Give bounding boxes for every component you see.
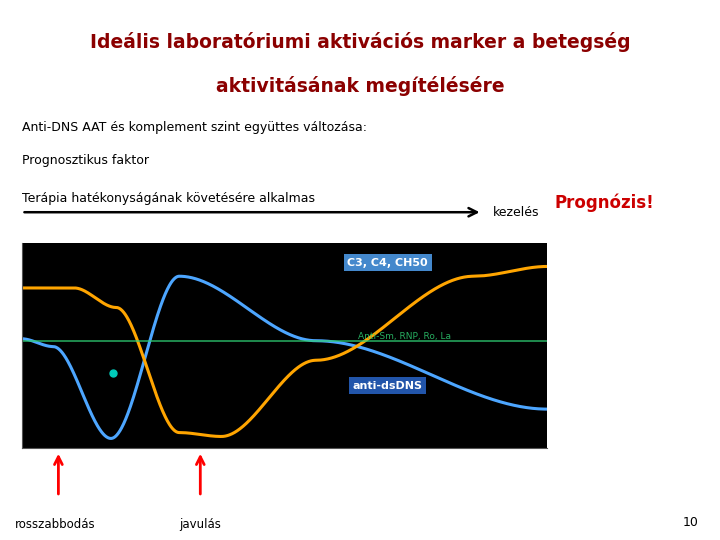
Text: rosszabbodás: rosszabbodás [14, 518, 95, 531]
Text: Anti-Sm, RNP, Ro, La: Anti-Sm, RNP, Ro, La [358, 332, 451, 341]
Text: anti-dsDNS: anti-dsDNS [353, 381, 423, 390]
Text: kezelés: kezelés [493, 206, 540, 219]
Text: C3, C4, CH50: C3, C4, CH50 [348, 258, 428, 267]
Text: Ideális laboratóriumi aktivációs marker a betegség: Ideális laboratóriumi aktivációs marker … [90, 32, 630, 52]
Text: Prognózis!: Prognózis! [554, 193, 654, 212]
Text: 10: 10 [683, 516, 698, 529]
Text: javulás: javulás [179, 518, 221, 531]
X-axis label: Time ( months ): Time ( months ) [243, 471, 325, 481]
Text: aktivitásának megítélésére: aktivitásának megítélésére [216, 76, 504, 96]
Text: Anti-DNS AAT és komplement szint együttes változása:: Anti-DNS AAT és komplement szint együtte… [22, 122, 366, 134]
Text: Prognosztikus faktor: Prognosztikus faktor [22, 154, 148, 167]
Text: Terápia hatékonyságának követésére alkalmas: Terápia hatékonyságának követésére alkal… [22, 192, 315, 205]
